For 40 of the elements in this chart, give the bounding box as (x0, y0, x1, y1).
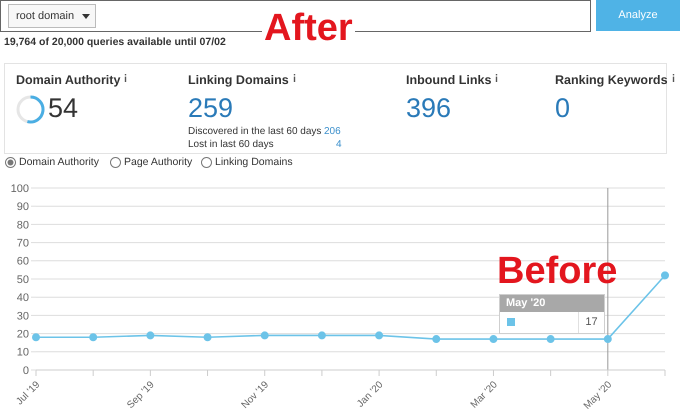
text: 206 (324, 126, 341, 137)
text: Linking Domains (215, 155, 293, 169)
annotation: Before (497, 250, 618, 292)
y-tick-label: 40 (16, 292, 29, 304)
y-tick-label: 30 (16, 310, 29, 322)
text: Discovered in the last 60 days (188, 126, 322, 137)
text: 4 (336, 139, 342, 150)
text: 259 (188, 93, 234, 123)
y-tick-label: 10 (16, 346, 29, 359)
tooltip: May '20 17 (499, 294, 605, 334)
button: Analyze (596, 0, 680, 31)
y-tick-label: 100 (10, 182, 29, 195)
text: 396 (406, 93, 452, 123)
text: 54 (48, 93, 78, 123)
text: 0 (555, 93, 570, 123)
y-tick-label: 70 (16, 238, 29, 250)
text: Inbound Links (406, 73, 492, 87)
text: Domain Authority (16, 73, 120, 87)
text: Lost in last 60 days (188, 139, 274, 150)
text: Page Authority (124, 155, 192, 169)
x-tick-label: Jul '19 (14, 379, 43, 408)
annotation: 17 (585, 316, 598, 328)
y-tick-label: 20 (16, 328, 29, 341)
text: 19,764 of 20,000 queries available until 07/02 (4, 36, 226, 48)
x-tick-label: Sep '19 (125, 379, 158, 411)
text: After (262, 7, 355, 49)
x-tick-label: Jan '20 (355, 379, 386, 410)
text: Domain Authority (19, 155, 99, 169)
x-tick-label: May '20 (582, 379, 614, 412)
y-tick-label: 0 (22, 364, 29, 377)
y-tick-label: 50 (16, 274, 29, 286)
annotation: May '20 (500, 295, 604, 312)
x-tick-label: Mar '20 (468, 379, 500, 411)
text: Linking Domains (188, 73, 289, 87)
y-tick-label: 60 (16, 256, 29, 268)
text: Ranking Keywords (555, 73, 668, 87)
y-tick-label: 80 (16, 219, 29, 232)
x-tick-label: Nov '19 (240, 379, 272, 411)
y-tick-label: 90 (16, 201, 29, 214)
dropdown: root domain (8, 4, 96, 28)
